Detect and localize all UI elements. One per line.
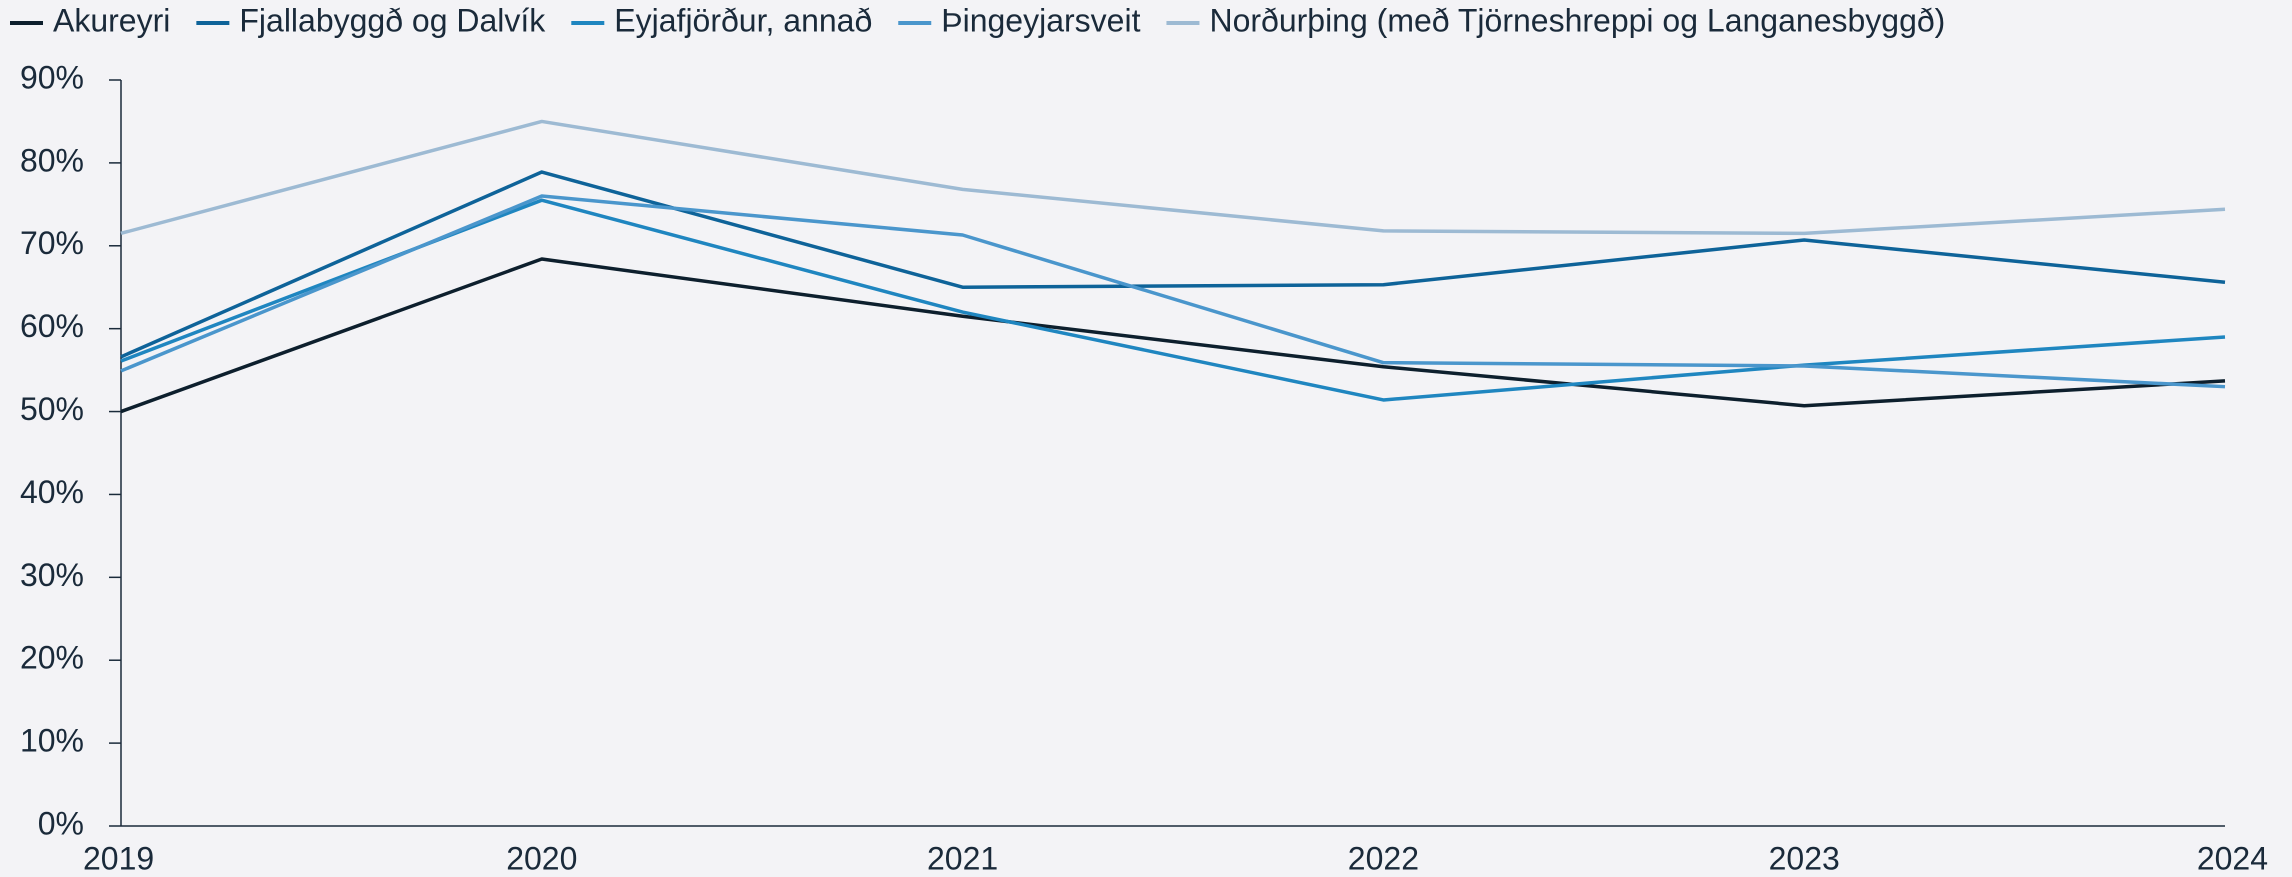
y-tick-label: 40% <box>20 474 84 510</box>
x-tick-label: 2021 <box>927 840 998 876</box>
x-tick-label: 2019 <box>83 840 154 876</box>
legend-label: Norðurþing (með Tjörneshreppi og Langane… <box>1209 2 1945 38</box>
series-line <box>120 194 2226 389</box>
y-tick-label: 80% <box>20 142 84 178</box>
y-tick-label: 60% <box>20 308 84 344</box>
series-line <box>120 170 2226 359</box>
legend-label: Fjallabyggð og Dalvík <box>239 2 546 38</box>
x-tick-label: 2023 <box>1769 840 1840 876</box>
legend-label: Þingeyjarsveit <box>941 2 1140 38</box>
y-tick-label: 50% <box>20 391 84 427</box>
y-tick-label: 70% <box>20 225 84 261</box>
legend-label: Eyjafjörður, annað <box>614 2 872 38</box>
series-line <box>120 257 2226 414</box>
series-line <box>120 119 2226 236</box>
x-tick-label: 2022 <box>1348 840 1419 876</box>
x-tick-label: 2020 <box>506 840 577 876</box>
y-tick-label: 30% <box>20 557 84 593</box>
y-tick-label: 10% <box>20 723 84 759</box>
x-tick-label: 2024 <box>2197 840 2268 876</box>
y-tick-label: 90% <box>20 59 84 95</box>
legend-label: Akureyri <box>53 2 170 38</box>
y-tick-label: 20% <box>20 640 84 676</box>
y-tick-label: 0% <box>38 805 84 841</box>
